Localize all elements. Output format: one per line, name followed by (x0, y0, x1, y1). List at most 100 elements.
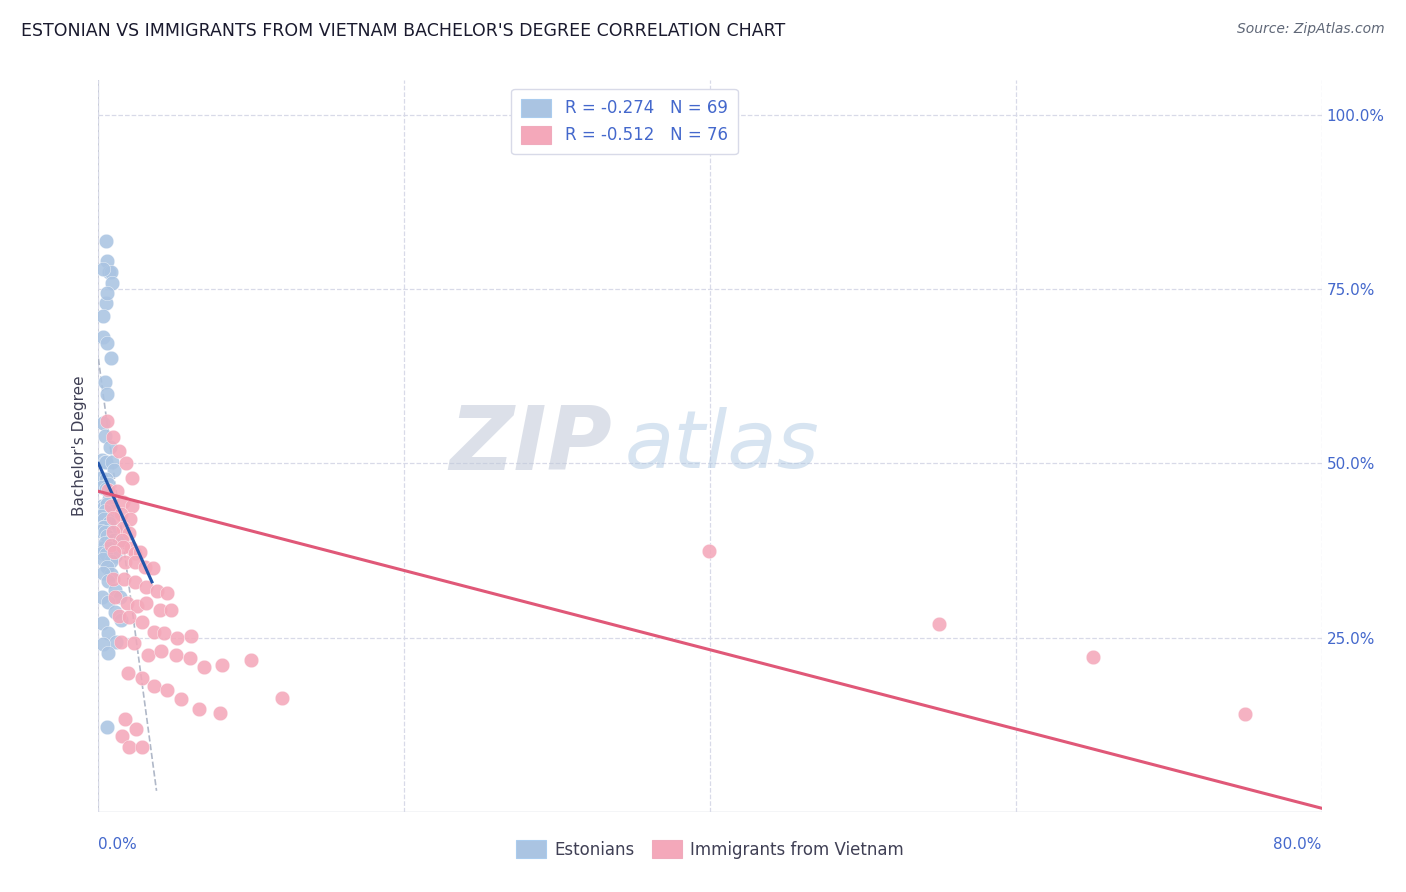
Point (96, 387, 118, 401)
Point (112, 494, 135, 508)
Point (124, 574, 146, 589)
Point (100, 265, 122, 279)
Point (1081, 649, 1104, 664)
Point (135, 580, 157, 594)
Point (240, 653, 263, 667)
Point (91, 552, 114, 566)
Point (107, 608, 129, 623)
Point (103, 463, 125, 477)
Point (90, 590, 112, 604)
Point (94, 547, 117, 561)
Text: ZIP: ZIP (450, 402, 612, 490)
Point (110, 614, 132, 628)
Point (94, 234, 117, 248)
Point (94, 524, 117, 539)
Point (96, 498, 118, 512)
Point (114, 456, 136, 470)
Y-axis label: Bachelor's Degree: Bachelor's Degree (72, 376, 87, 516)
Point (131, 671, 153, 685)
Point (165, 648, 187, 663)
Point (928, 617, 950, 632)
Point (124, 555, 146, 569)
Point (101, 510, 124, 524)
Point (125, 599, 148, 613)
Legend: Estonians, Immigrants from Vietnam: Estonians, Immigrants from Vietnam (510, 833, 910, 865)
Point (96, 513, 118, 527)
Point (166, 631, 188, 645)
Point (104, 583, 127, 598)
Point (91, 309, 114, 323)
Point (179, 651, 201, 665)
Point (91, 261, 114, 276)
Point (90, 479, 112, 493)
Point (142, 561, 165, 575)
Point (97, 491, 120, 506)
Point (98, 265, 121, 279)
Point (94, 483, 117, 497)
Point (104, 605, 127, 619)
Point (193, 659, 215, 673)
Point (135, 596, 157, 610)
Point (89, 508, 111, 523)
Point (697, 543, 720, 558)
Point (93, 512, 115, 526)
Point (94, 375, 117, 389)
Point (142, 624, 165, 639)
Point (131, 615, 153, 629)
Point (91, 616, 114, 631)
Point (91, 520, 114, 534)
Point (111, 533, 134, 548)
Point (156, 683, 179, 698)
Point (93, 566, 115, 580)
Point (101, 430, 124, 444)
Point (101, 504, 124, 518)
Point (100, 499, 122, 513)
Point (98, 440, 121, 454)
Point (101, 572, 124, 586)
Point (103, 533, 125, 547)
Point (90, 470, 112, 484)
Point (94, 429, 117, 443)
Point (97, 541, 120, 555)
Point (111, 521, 134, 535)
Point (97, 477, 120, 491)
Point (91, 416, 114, 430)
Text: atlas: atlas (624, 407, 820, 485)
Point (97, 646, 120, 660)
Point (1233, 707, 1256, 722)
Point (187, 702, 209, 716)
Point (125, 723, 148, 737)
Point (160, 603, 183, 617)
Point (100, 276, 122, 290)
Point (91, 637, 114, 651)
Point (93, 500, 115, 514)
Point (170, 692, 193, 706)
Point (91, 499, 114, 513)
Point (110, 508, 132, 522)
Point (97, 516, 120, 530)
Text: 80.0%: 80.0% (1274, 838, 1322, 853)
Point (98, 525, 121, 540)
Point (107, 533, 129, 548)
Point (124, 636, 146, 650)
Point (118, 739, 141, 754)
Point (111, 729, 134, 743)
Point (100, 533, 122, 547)
Point (149, 603, 172, 617)
Text: ESTONIAN VS IMMIGRANTS FROM VIETNAM BACHELOR'S DEGREE CORRELATION CHART: ESTONIAN VS IMMIGRANTS FROM VIETNAM BACH… (21, 22, 786, 40)
Point (155, 586, 177, 600)
Point (96, 529, 118, 543)
Point (118, 526, 141, 541)
Point (208, 706, 231, 720)
Point (100, 351, 122, 365)
Point (91, 541, 114, 556)
Point (97, 483, 120, 497)
Point (100, 554, 122, 568)
Point (114, 555, 136, 569)
Point (103, 544, 125, 558)
Point (105, 483, 128, 498)
Point (101, 455, 124, 469)
Text: Source: ZipAtlas.com: Source: ZipAtlas.com (1237, 22, 1385, 37)
Point (118, 609, 141, 624)
Point (93, 455, 115, 469)
